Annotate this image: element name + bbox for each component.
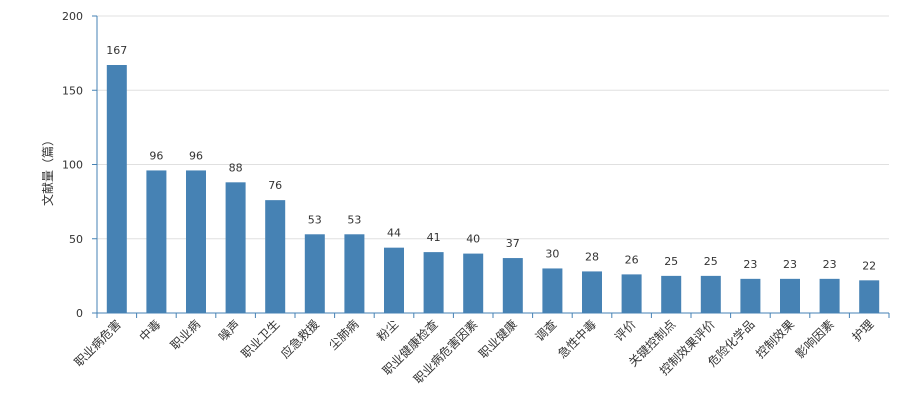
bar bbox=[265, 200, 286, 313]
bar bbox=[700, 275, 721, 313]
x-tick-label: 评价 bbox=[612, 317, 639, 344]
data-label: 23 bbox=[743, 258, 757, 271]
x-tick-label: 护理 bbox=[849, 317, 876, 344]
bars bbox=[106, 65, 880, 313]
y-tick-label: 150 bbox=[62, 84, 83, 97]
bar bbox=[423, 252, 444, 313]
bar bbox=[542, 268, 563, 313]
y-tick-label: 0 bbox=[76, 307, 83, 320]
bar bbox=[780, 278, 800, 313]
data-label: 41 bbox=[427, 231, 441, 244]
y-tick-label: 200 bbox=[62, 10, 83, 23]
x-tick-label: 职业病危害 bbox=[71, 317, 124, 370]
data-label: 23 bbox=[783, 258, 797, 271]
x-tick-label: 中毒 bbox=[136, 317, 164, 345]
data-label: 96 bbox=[149, 149, 163, 162]
data-label: 40 bbox=[466, 233, 480, 246]
bar bbox=[106, 65, 127, 313]
x-tick-label: 急性中毒 bbox=[555, 317, 600, 362]
x-tick-label: 应急救援 bbox=[277, 317, 322, 362]
grid-lines bbox=[97, 15, 889, 240]
data-label: 23 bbox=[823, 258, 837, 271]
bar bbox=[384, 247, 404, 313]
bar bbox=[740, 278, 761, 313]
x-tick-label: 影响因素 bbox=[792, 317, 837, 362]
x-tick-label: 调查 bbox=[533, 317, 560, 344]
x-tick-label: 尘肺病 bbox=[325, 317, 361, 353]
data-label: 25 bbox=[704, 255, 718, 268]
data-label: 96 bbox=[189, 149, 203, 162]
data-label: 44 bbox=[387, 227, 401, 240]
y-tick-label: 50 bbox=[69, 233, 83, 246]
bar bbox=[344, 234, 365, 313]
bar bbox=[225, 182, 246, 313]
data-label: 28 bbox=[585, 250, 599, 263]
bar bbox=[859, 280, 880, 313]
data-label: 22 bbox=[862, 259, 876, 272]
data-label: 76 bbox=[268, 179, 282, 192]
bar bbox=[661, 275, 682, 313]
data-label: 53 bbox=[308, 213, 322, 226]
data-label: 167 bbox=[106, 44, 127, 57]
data-labels: 167 96 96 88 76 53 53 44 41 40 37 30 28 26 25 25 23 23 23 2… bbox=[106, 44, 876, 272]
y-axis: 0 50 100 150 200 bbox=[62, 10, 98, 320]
x-tick-label: 噪声 bbox=[216, 317, 243, 344]
x-tick-label: 职业健康 bbox=[475, 317, 520, 362]
bar bbox=[304, 234, 325, 313]
bar bbox=[463, 253, 484, 313]
bar bbox=[502, 258, 523, 313]
data-label: 30 bbox=[545, 247, 559, 260]
data-label: 25 bbox=[664, 255, 678, 268]
y-tick-label: 100 bbox=[62, 159, 83, 172]
bar bbox=[582, 271, 602, 313]
data-label: 53 bbox=[347, 213, 361, 226]
x-tick-label: 职业病 bbox=[167, 317, 203, 353]
bar bbox=[146, 170, 167, 313]
data-label: 37 bbox=[506, 237, 520, 250]
x-tick-label: 控制效果 bbox=[753, 317, 798, 362]
x-tick-label: 职业卫生 bbox=[238, 317, 282, 361]
bar bbox=[819, 278, 840, 313]
bar bbox=[186, 170, 206, 313]
bar bbox=[621, 274, 642, 313]
x-tick-label: 粉尘 bbox=[374, 317, 401, 344]
data-label: 26 bbox=[625, 253, 639, 266]
data-label: 88 bbox=[229, 161, 243, 174]
y-axis-label: 文献量（篇） bbox=[40, 134, 55, 206]
